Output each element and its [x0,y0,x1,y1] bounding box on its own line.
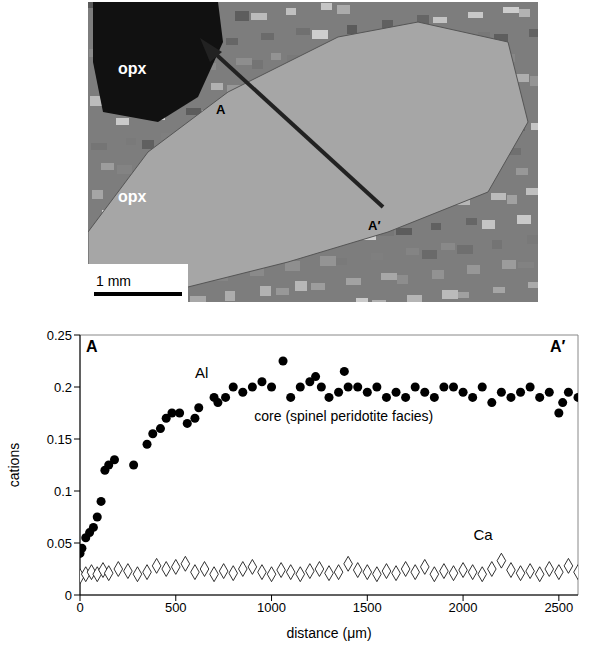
svg-text:1000: 1000 [257,600,286,615]
svg-text:0.05: 0.05 [47,536,72,551]
svg-text:1500: 1500 [353,600,382,615]
html-text:A′: A′ [550,338,566,355]
svg-text:2500: 2500 [544,600,573,615]
html-text:Ca: Ca [473,526,493,543]
svg-text:opx: opx [118,188,147,205]
svg-text:0.25: 0.25 [47,328,72,343]
svg-text:0.1: 0.1 [54,484,72,499]
svg-text:2000: 2000 [449,600,478,615]
svg-text:A′: A′ [368,218,381,233]
svg-text:0: 0 [76,600,83,615]
html-text:A: A [86,338,98,355]
html-text:Al: Al [195,364,209,381]
svg-text:0.15: 0.15 [47,432,72,447]
svg-text:A: A [216,102,226,117]
svg-text:1 mm: 1 mm [96,273,131,289]
svg-text:0: 0 [65,588,72,603]
html-text:core (spinel peridotite facies: core (spinel peridotite facies) [254,408,434,424]
svg-text:opx: opx [118,60,147,77]
svg-text:distance (μm): distance (μm) [286,625,371,641]
svg-text:500: 500 [165,600,187,615]
svg-text:cations: cations [6,443,22,487]
svg-text:0.2: 0.2 [54,380,72,395]
